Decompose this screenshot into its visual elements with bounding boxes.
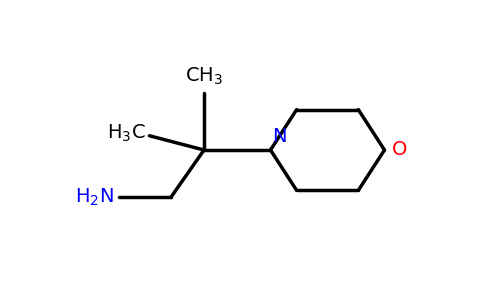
Text: N: N (272, 127, 287, 146)
Text: CH$_3$: CH$_3$ (185, 66, 223, 87)
Text: O: O (392, 140, 407, 160)
Text: H$_2$N: H$_2$N (75, 187, 114, 208)
Text: H$_3$C: H$_3$C (107, 123, 146, 144)
